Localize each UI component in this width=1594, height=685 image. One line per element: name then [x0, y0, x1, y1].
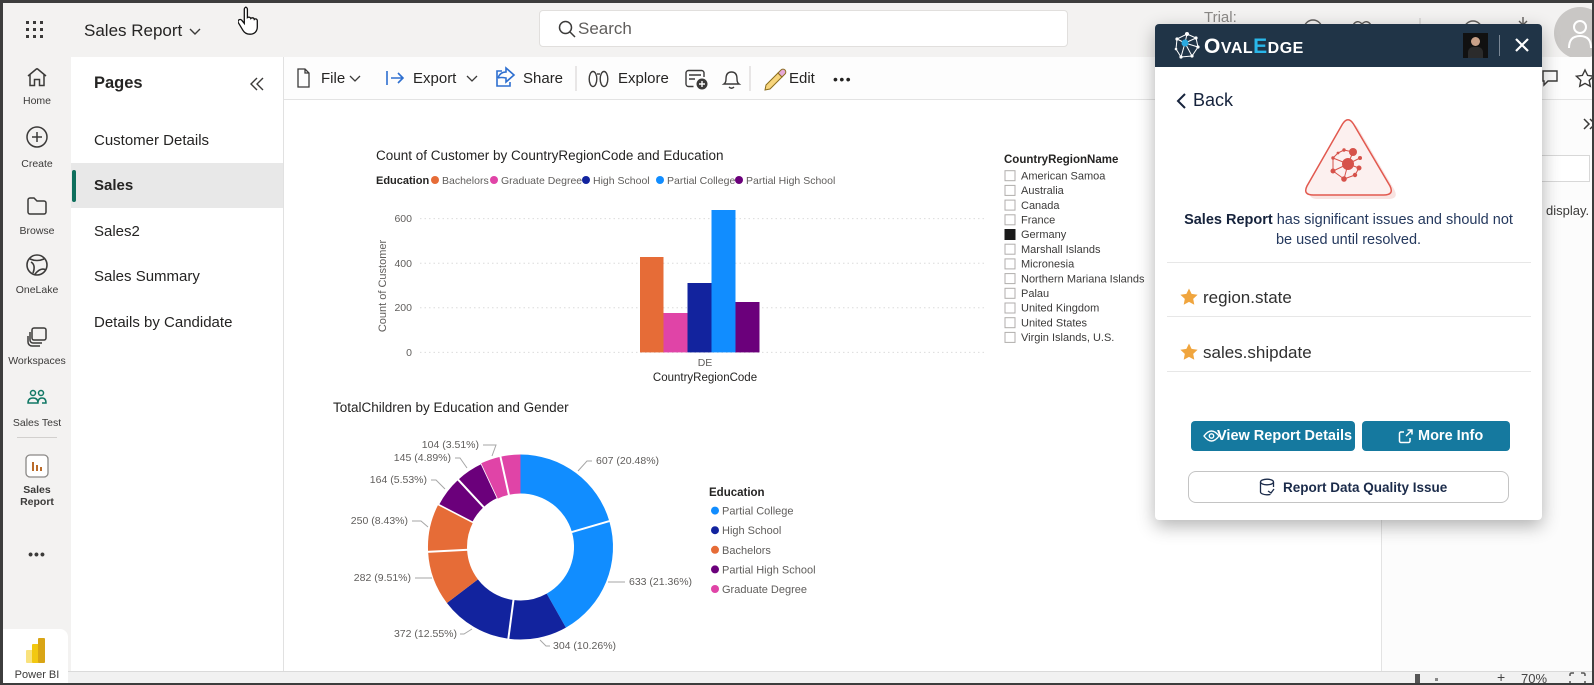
svg-text:DE: DE [698, 357, 713, 369]
svg-text:Partial High School: Partial High School [722, 564, 816, 576]
svg-text:400: 400 [394, 258, 412, 270]
svg-text:France: France [1021, 215, 1055, 227]
svg-text:Palau: Palau [1021, 288, 1049, 300]
svg-text:United Kingdom: United Kingdom [1021, 303, 1099, 315]
svg-text:Education: Education [376, 175, 429, 187]
svg-text:0: 0 [406, 347, 412, 359]
svg-text:Germany: Germany [1021, 229, 1067, 241]
svg-text:High School: High School [722, 525, 781, 537]
svg-text:Canada: Canada [1021, 200, 1060, 212]
svg-text:Education: Education [709, 487, 765, 499]
svg-text:Edit: Edit [789, 70, 816, 87]
svg-text:Virgin Islands, U.S.: Virgin Islands, U.S. [1021, 332, 1114, 344]
svg-text:Export: Export [413, 70, 457, 87]
svg-text:600: 600 [394, 213, 412, 225]
svg-text:American Samoa: American Samoa [1021, 170, 1106, 182]
svg-text:High School: High School [593, 175, 650, 187]
svg-text:282 (9.51%): 282 (9.51%) [354, 572, 411, 584]
svg-text:Bachelors: Bachelors [722, 545, 771, 557]
svg-text:104 (3.51%): 104 (3.51%) [422, 439, 479, 451]
svg-text:CountryRegionName: CountryRegionName [1004, 154, 1118, 166]
svg-text:Micronesia: Micronesia [1021, 259, 1075, 271]
svg-text:Graduate Degree: Graduate Degree [722, 584, 807, 596]
svg-text:File: File [321, 70, 345, 87]
svg-text:Partial College: Partial College [667, 175, 735, 187]
svg-text:Share: Share [523, 70, 563, 87]
svg-text:304 (10.26%): 304 (10.26%) [553, 640, 616, 652]
svg-text:164 (5.53%): 164 (5.53%) [370, 474, 427, 486]
svg-text:•••: ••• [833, 71, 852, 87]
svg-text:Graduate Degree: Graduate Degree [501, 175, 582, 187]
svg-text:Partial High School: Partial High School [746, 175, 835, 187]
svg-text:250 (8.43%): 250 (8.43%) [351, 515, 408, 527]
svg-text:United States: United States [1021, 317, 1088, 329]
svg-text:Count of Customer by CountryRe: Count of Customer by CountryRegionCode a… [376, 148, 723, 163]
svg-text:Explore: Explore [618, 70, 669, 87]
svg-text:CountryRegionCode: CountryRegionCode [653, 372, 757, 384]
svg-text:TotalChildren by Education and: TotalChildren by Education and Gender [333, 400, 569, 415]
svg-text:Australia: Australia [1021, 185, 1065, 197]
svg-text:145 (4.89%): 145 (4.89%) [394, 452, 451, 464]
svg-text:200: 200 [394, 302, 412, 314]
svg-text:Marshall Islands: Marshall Islands [1021, 244, 1101, 256]
svg-text:Partial College: Partial College [722, 506, 794, 518]
svg-text:633 (21.36%): 633 (21.36%) [629, 576, 692, 588]
svg-text:372 (12.55%): 372 (12.55%) [394, 628, 457, 640]
svg-text:Bachelors: Bachelors [442, 175, 489, 187]
svg-text:Northern Mariana Islands: Northern Mariana Islands [1021, 273, 1145, 285]
svg-text:Count of Customer: Count of Customer [377, 240, 389, 333]
svg-text:607 (20.48%): 607 (20.48%) [596, 455, 659, 467]
